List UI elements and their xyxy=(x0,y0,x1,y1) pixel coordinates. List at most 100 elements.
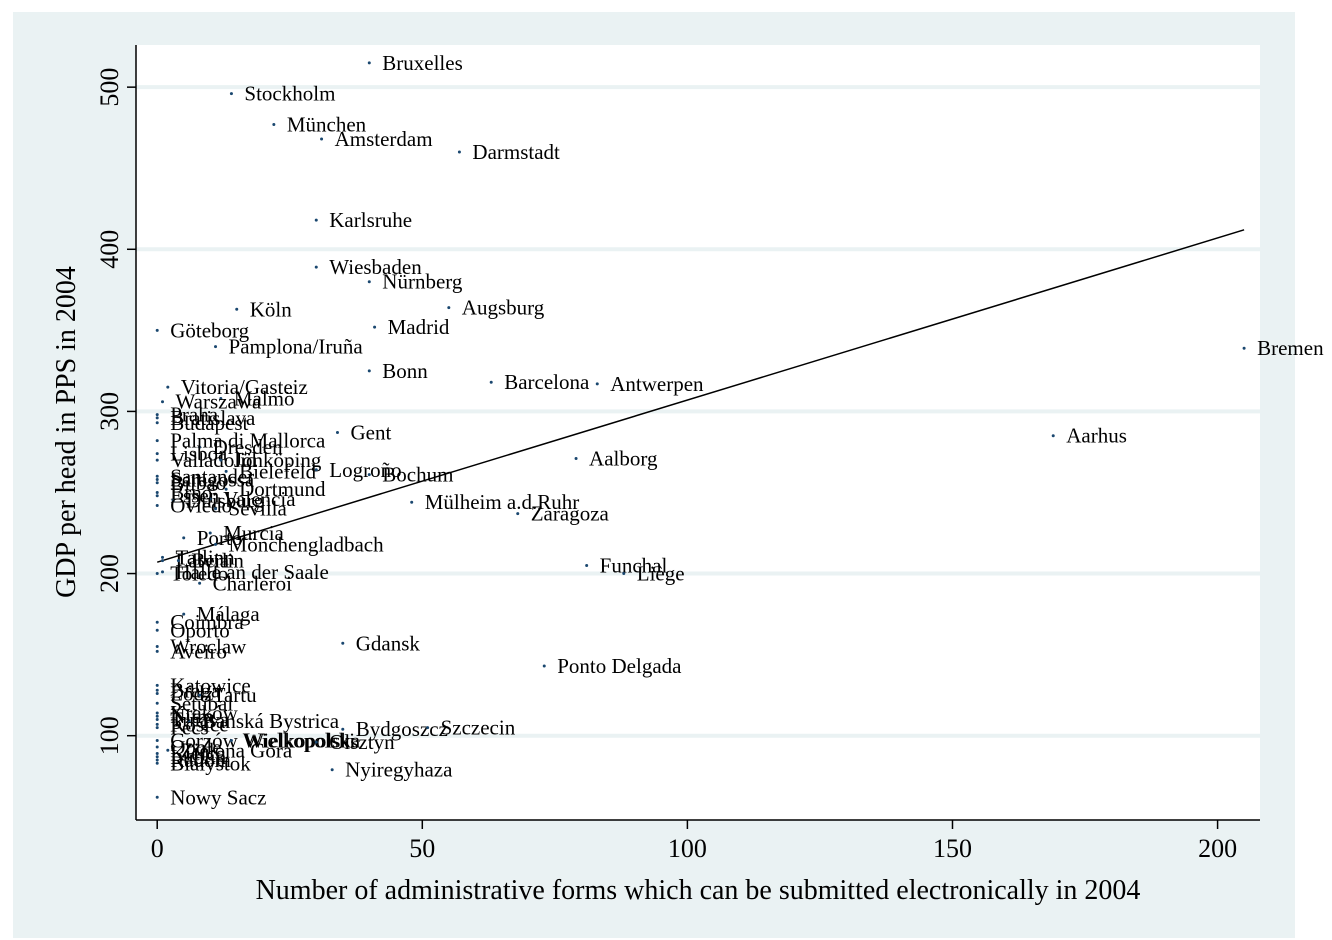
point-label: Málaga xyxy=(197,602,261,626)
point-label: Budapest xyxy=(170,411,248,435)
point-marker xyxy=(182,536,186,540)
point-marker xyxy=(235,307,239,311)
point-label: Liège xyxy=(637,562,685,586)
point-marker xyxy=(1242,346,1246,350)
point-label: Wiesbaden xyxy=(329,255,422,279)
point-marker xyxy=(182,612,186,616)
y-axis-title: GDP per head in PPS in 2004 xyxy=(51,266,82,598)
x-tick-label-150: 150 xyxy=(933,834,972,863)
point-marker xyxy=(367,473,371,477)
point-marker xyxy=(155,795,159,799)
point-label: Palma di Mallorca xyxy=(170,429,326,453)
point-marker xyxy=(155,503,159,507)
point-marker xyxy=(272,122,276,126)
point-label: Gent xyxy=(350,421,391,445)
point-marker xyxy=(155,439,159,443)
point-marker xyxy=(155,458,159,462)
point-label: Nowy Sacz xyxy=(170,785,266,809)
point-marker xyxy=(585,563,589,567)
point-label: Santander xyxy=(170,464,254,488)
point-marker xyxy=(489,380,493,384)
point-label: Nyiregyhaza xyxy=(345,758,453,782)
point-marker xyxy=(208,497,212,501)
point-marker xyxy=(155,481,159,485)
point-marker xyxy=(224,469,228,473)
point-label: München xyxy=(287,112,367,136)
point-label: Katowice xyxy=(170,673,250,697)
point-label: Coimbra xyxy=(170,610,244,634)
y-tick-label-400: 400 xyxy=(95,230,124,269)
point-marker xyxy=(330,768,334,772)
point-label: Sevilla xyxy=(229,497,288,521)
point-label: Nürnberg xyxy=(382,270,463,294)
point-label: Duisburg xyxy=(186,489,264,513)
point-label: Kielce xyxy=(170,742,225,766)
point-marker xyxy=(314,218,318,222)
point-label: Nitra xyxy=(170,704,214,728)
point-marker xyxy=(155,739,159,743)
point-label: Zielona Góra xyxy=(181,738,293,762)
point-marker xyxy=(542,664,546,668)
point-marker xyxy=(447,306,451,310)
point-label: Logroño xyxy=(329,458,401,482)
point-marker xyxy=(155,649,159,653)
point-marker xyxy=(229,92,233,96)
point-marker xyxy=(214,542,218,546)
point-marker xyxy=(314,740,318,744)
point-label: Tartu xyxy=(213,683,258,707)
point-marker xyxy=(622,572,626,576)
point-label: Brno xyxy=(170,480,212,504)
point-label: Gdansk xyxy=(356,631,421,655)
point-label: Augsburg xyxy=(462,296,545,320)
x-tick-label-0: 0 xyxy=(151,834,164,863)
point-marker xyxy=(155,758,159,762)
point-label: Charleroi xyxy=(213,571,292,595)
point-marker xyxy=(161,555,165,559)
point-marker xyxy=(155,645,159,649)
y-tick-label-200: 200 xyxy=(95,554,124,593)
point-marker xyxy=(166,385,170,389)
point-marker xyxy=(161,400,165,404)
point-label: Bilbao xyxy=(170,471,226,495)
point-marker xyxy=(155,726,159,730)
point-marker xyxy=(367,280,371,284)
point-label: Łódź xyxy=(170,682,213,706)
point-label: Košice xyxy=(170,712,228,736)
point-marker xyxy=(155,421,159,425)
point-marker xyxy=(155,745,159,749)
point-label: Halle an der Saale xyxy=(176,560,329,584)
point-marker xyxy=(214,345,218,349)
point-marker xyxy=(208,531,212,535)
point-label: Jönköping xyxy=(234,448,322,472)
point-marker xyxy=(224,487,228,491)
point-marker xyxy=(214,507,218,511)
point-label: Ponto Delgada xyxy=(557,654,682,678)
point-label: Radom xyxy=(170,748,231,772)
point-label: Bochum xyxy=(382,463,453,487)
point-label: Valencia xyxy=(223,487,296,511)
y-tick-label-300: 300 xyxy=(95,392,124,431)
point-label: Oporto xyxy=(170,618,230,642)
point-label: Saragossa xyxy=(170,468,255,492)
point-marker xyxy=(367,369,371,373)
point-label: Barcelona xyxy=(504,370,590,394)
point-marker xyxy=(155,717,159,721)
point-marker xyxy=(373,325,377,329)
point-label: Mönchengladbach xyxy=(229,532,385,556)
point-label: Dortmund xyxy=(239,477,326,501)
point-marker xyxy=(335,431,339,434)
point-marker xyxy=(161,570,165,574)
point-marker xyxy=(155,714,159,718)
point-marker xyxy=(367,61,371,65)
point-label: Praha xyxy=(170,403,218,427)
point-marker xyxy=(155,711,159,715)
point-label: Amsterdam xyxy=(335,127,433,151)
point-marker xyxy=(155,494,159,498)
point-label: Bruxelles xyxy=(382,51,462,75)
x-tick-label-100: 100 xyxy=(668,834,707,863)
point-label: Göteborg xyxy=(170,318,249,342)
point-marker xyxy=(219,396,223,400)
point-label: Zaragoza xyxy=(531,502,610,526)
point-label: Tallinn xyxy=(176,545,236,569)
point-label: Pécs xyxy=(170,716,209,740)
